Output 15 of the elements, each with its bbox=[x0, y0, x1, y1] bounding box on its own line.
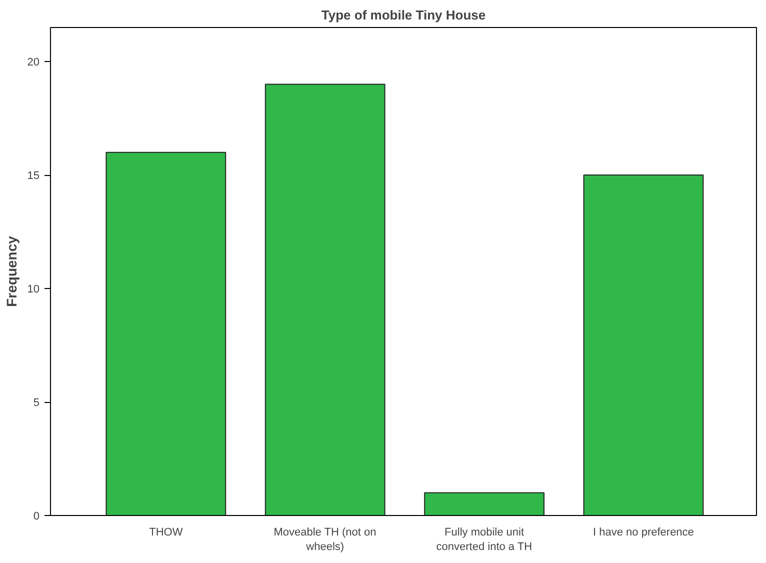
y-tick-label: 0 bbox=[33, 510, 40, 522]
bar bbox=[424, 492, 544, 516]
x-tick-label: I have no preference bbox=[593, 526, 694, 538]
y-axis-title: Frequency bbox=[3, 236, 20, 307]
x-tick-label: Fully mobile unit converted into a TH bbox=[436, 526, 532, 553]
y-tick-label: 15 bbox=[27, 170, 40, 182]
x-tick-label: THOW bbox=[149, 526, 184, 538]
bar bbox=[106, 152, 226, 516]
bar bbox=[583, 174, 704, 516]
bar bbox=[264, 84, 386, 516]
y-tick-label: 5 bbox=[33, 397, 40, 410]
chart-title: Type of mobile Tiny House bbox=[321, 8, 486, 22]
y-tick-label: 10 bbox=[27, 284, 40, 296]
x-tick-label: Moveable TH (not on wheels) bbox=[274, 526, 376, 553]
y-tick-label: 20 bbox=[27, 56, 40, 69]
